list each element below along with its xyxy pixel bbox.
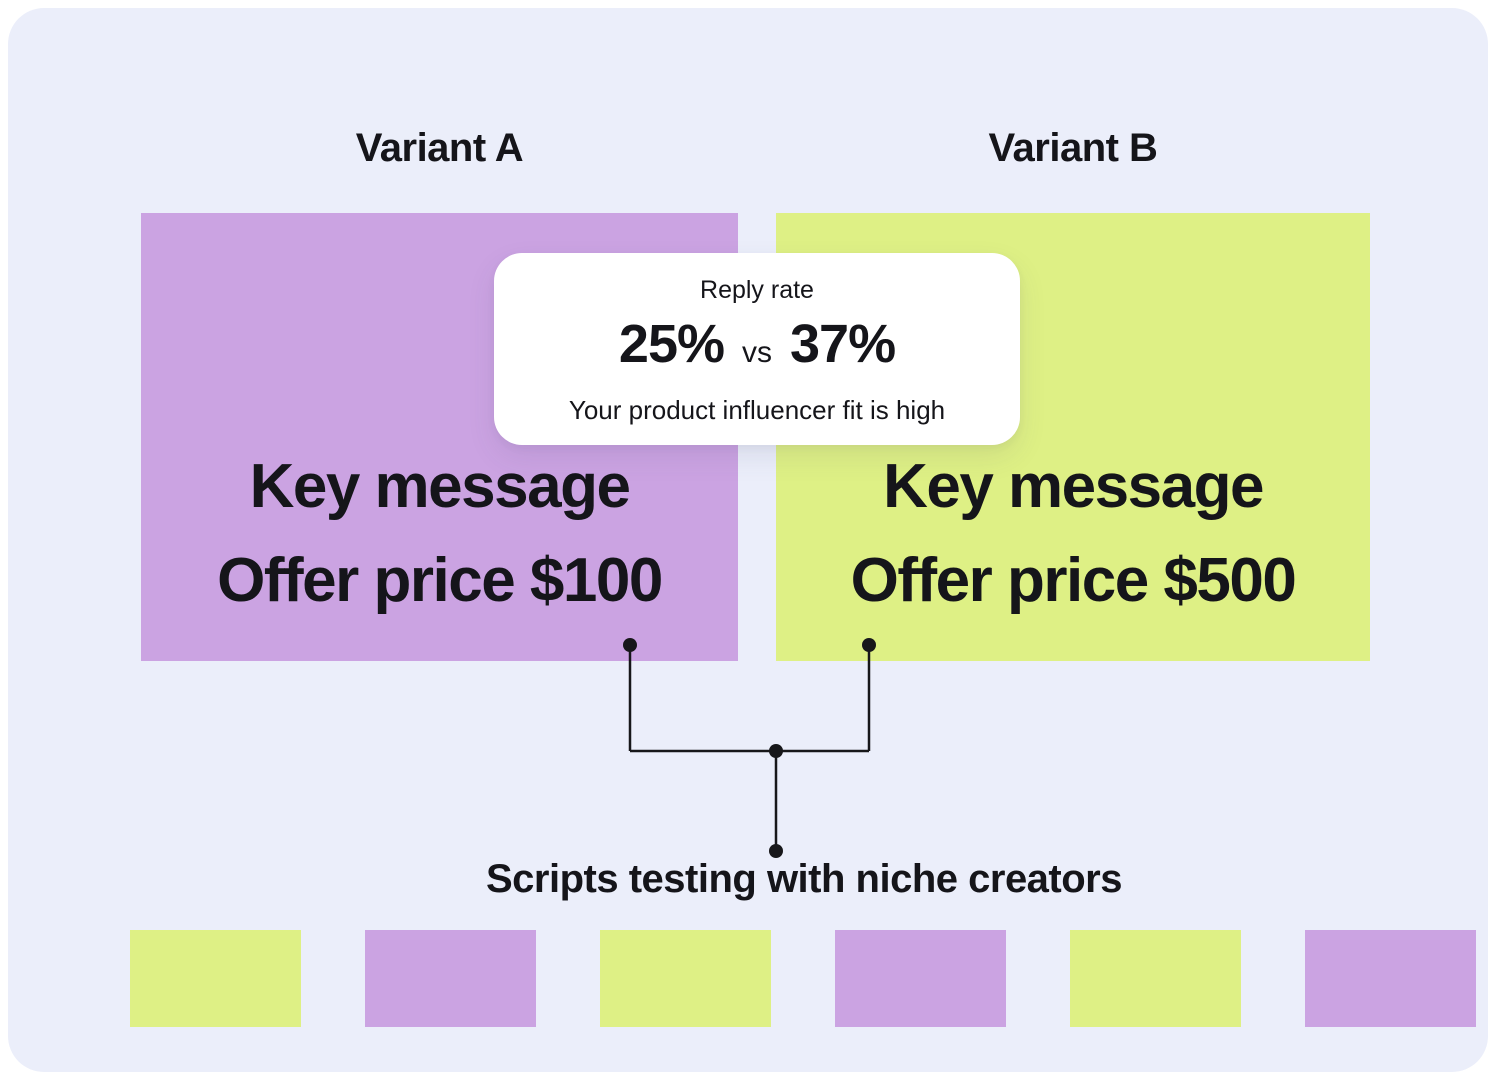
footer-caption: Scripts testing with niche creators — [486, 857, 1123, 901]
variant-a-label: Variant A — [355, 125, 524, 170]
variant-b-label: Variant B — [988, 125, 1158, 170]
scenario-swatch — [1305, 930, 1476, 1027]
reply-rate-subtitle: Your product influencer fit is high — [568, 395, 946, 425]
scenario-swatch — [1070, 930, 1241, 1027]
scenario-swatch — [130, 930, 301, 1027]
diagram-canvas: Variant A Variant B Key message Offer pr… — [8, 8, 1488, 1072]
variant-a-offer-price: Offer price $100 — [217, 546, 663, 615]
reply-rate-tooltip: Reply rate 25% vs 37% Your product influ… — [494, 253, 1020, 445]
variant-a-text: Key message Offer price $100 — [141, 440, 738, 628]
reply-rate-vs: vs — [742, 336, 772, 369]
connector-dot-caption — [769, 844, 783, 858]
variant-b-text: Key message Offer price $500 — [776, 440, 1370, 628]
variant-a-key-message: Key message — [249, 452, 631, 521]
scenario-swatch — [365, 930, 536, 1027]
scenario-swatch — [600, 930, 771, 1027]
scenario-swatch — [835, 930, 1006, 1027]
connector-dot-junction — [769, 744, 783, 758]
variant-b-offer-price: Offer price $500 — [850, 546, 1297, 615]
scenario-swatch-row — [130, 930, 1476, 1027]
reply-rate-value-a: 25% — [618, 314, 725, 374]
variant-b-card: Key message Offer price $500 — [776, 213, 1370, 661]
variant-b-key-message: Key message — [883, 452, 1264, 521]
reply-rate-title: Reply rate — [700, 276, 814, 304]
reply-rate-value-b: 37% — [790, 314, 896, 374]
reply-rate-comparison: 25% vs 37% — [618, 311, 896, 386]
